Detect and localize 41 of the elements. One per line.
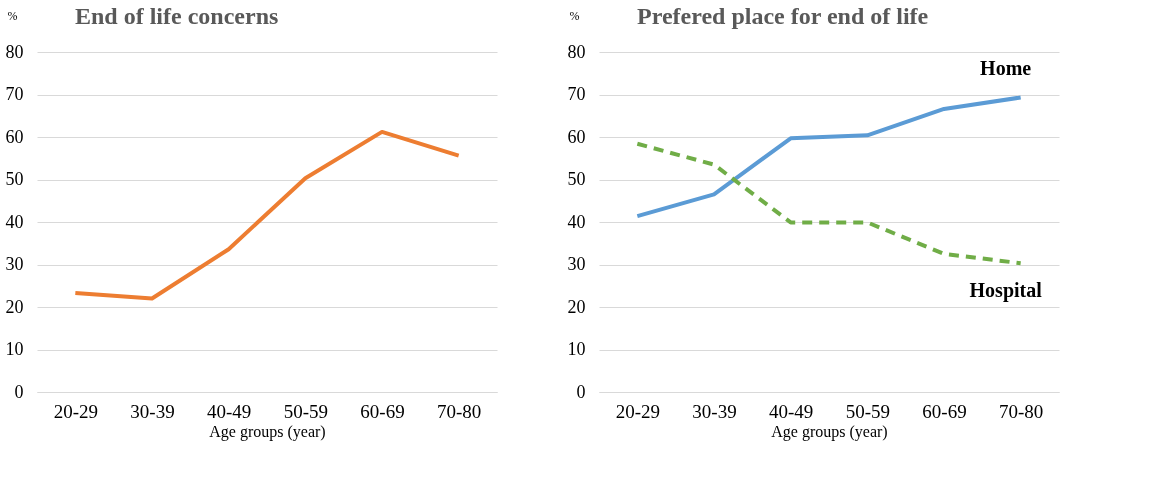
x-tick-label: 20-29	[53, 400, 98, 422]
y-tick-label: 0	[576, 381, 586, 402]
y-tick-label: 50	[5, 169, 24, 189]
y-tick-label: 30	[5, 254, 24, 274]
y-tick-label: 70	[567, 84, 586, 104]
y-tick-label: 60	[567, 126, 586, 147]
y-tick-label: 20	[567, 296, 586, 317]
series-label: Home	[980, 57, 1032, 80]
y-tick-label: 80	[5, 41, 24, 62]
y-tick-label: 10	[567, 339, 586, 359]
y-tick-label: 40	[5, 211, 24, 232]
x-tick-label: 30-39	[130, 400, 175, 422]
y-tick-label: 0	[14, 381, 24, 402]
y-tick-label: 80	[567, 41, 586, 62]
chart-title: End of life concerns	[75, 3, 279, 29]
y-tick-label: 30	[567, 254, 586, 274]
line-series	[635, 95, 1023, 219]
x-tick-label: 70-80	[437, 400, 482, 422]
x-tick-label: 60-69	[360, 400, 405, 422]
x-tick-label: 40-49	[769, 400, 814, 422]
x-tick-label: 60-69	[922, 400, 967, 422]
y-tick-label: 70	[5, 84, 24, 104]
line-series	[635, 141, 1023, 266]
y-tick-label: 40	[567, 211, 586, 232]
x-axis-title: Age groups (year)	[209, 422, 326, 441]
y-tick-label: 20	[5, 296, 24, 317]
y-axis-title: %	[7, 8, 18, 23]
y-tick-label: 60	[5, 126, 24, 147]
x-tick-label: 50-59	[283, 400, 328, 422]
x-tick-label: 70-80	[999, 400, 1044, 422]
y-tick-label: 50	[567, 169, 586, 189]
x-tick-label: 20-29	[615, 400, 660, 422]
y-tick-label: 10	[5, 339, 24, 359]
chart-title: Prefered place for end of life	[637, 3, 929, 29]
x-axis-title: Age groups (year)	[771, 422, 888, 441]
x-tick-label: 30-39	[692, 400, 737, 422]
x-tick-label: 40-49	[207, 400, 252, 422]
line-series	[73, 129, 461, 301]
series-label: Hospital	[969, 279, 1043, 303]
x-tick-label: 50-59	[845, 400, 890, 422]
y-axis-title: %	[569, 8, 580, 23]
